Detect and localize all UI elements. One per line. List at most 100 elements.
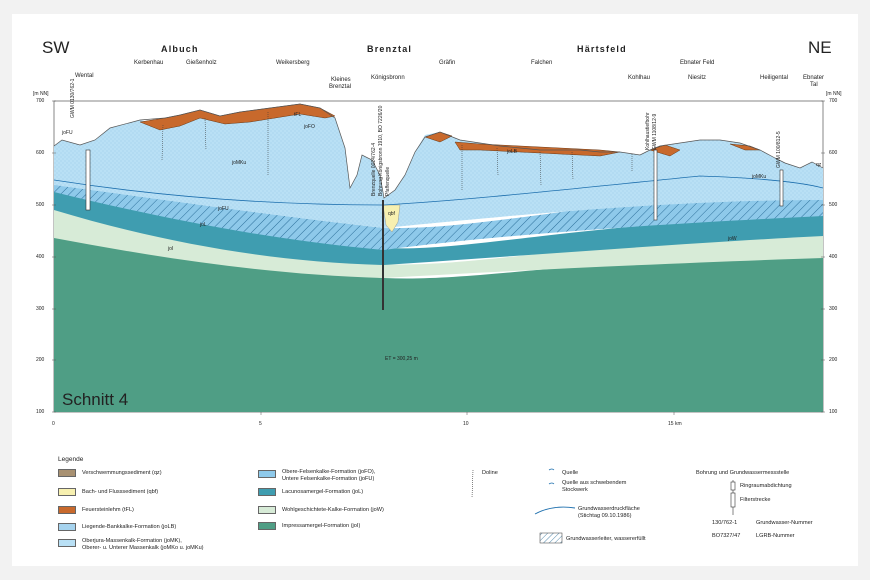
direction-ne: NE xyxy=(808,38,832,57)
layer-jol xyxy=(54,190,823,265)
y-tick-right-100: 100 xyxy=(829,409,838,415)
legend-gw-surface-symbol xyxy=(534,506,576,515)
y-tick-left-200: 200 xyxy=(36,357,45,363)
region-brenztal: Brenztal xyxy=(367,44,413,54)
legend-swatch-jofo xyxy=(258,470,276,478)
place-kerbenhau: Kerbenhau xyxy=(134,60,164,66)
legend-lgrb-label: LGRB-Nummer xyxy=(756,533,795,539)
legend-borehole-title: Bohrung und Grundwassermessstelle xyxy=(696,470,790,476)
well-depth-koenigsbronn: ET = 300,25 m xyxy=(385,356,418,362)
place-kleines-brenztal-1: Kleines xyxy=(331,77,351,83)
y-tick-left-600: 600 xyxy=(36,150,45,156)
legend-label-tfl: Feuersteinlehm (tFL) xyxy=(82,507,134,513)
y-unit-left: [m NN] xyxy=(33,91,49,97)
legend-swatch-joi xyxy=(258,522,276,530)
legend-swatch-qz xyxy=(58,469,76,477)
legend-gw-number-label: Grundwasser-Nummer xyxy=(756,520,813,526)
legend-borehole-symbol xyxy=(730,480,736,515)
doline-markers xyxy=(161,112,633,190)
place-wental: Wental xyxy=(75,73,94,79)
legend-title: Legende xyxy=(58,456,84,463)
place-ebnater-feld: Ebnater Feld xyxy=(680,60,715,66)
well-label-brenzquelle-3: Pfaffenquelle xyxy=(385,166,391,196)
legend-perched-spring-symbol xyxy=(548,482,555,485)
legend-label-jolb: Liegende-Bankkalke-Formation (joLB) xyxy=(82,524,177,530)
y-tick-left-300: 300 xyxy=(36,306,45,312)
y-tick-left-700: 700 xyxy=(36,98,45,104)
layer-tfl-haertsfeld xyxy=(424,131,761,157)
unit-label-jofo: joFO xyxy=(304,124,315,130)
unit-label-jol: joL xyxy=(200,222,207,228)
legend-label-jomk-2: Oberer- u. Unterer Massenkalk (joMKo u. … xyxy=(82,545,204,551)
place-ebnater-tal-2: Tal xyxy=(810,82,818,88)
legend-label-jow: Wohlgeschichtete-Kalke-Formation (joW) xyxy=(282,507,384,513)
y-tick-right-400: 400 xyxy=(829,254,838,260)
place-heiligental: Heiligental xyxy=(760,75,789,81)
legend-label-ring: Ringraumabdichtung xyxy=(740,483,792,489)
well-label-gwm3: GWM 100/812-5 xyxy=(776,131,782,168)
y-tick-left-500: 500 xyxy=(36,202,45,208)
legend-swatch-tfl xyxy=(58,506,76,514)
unit-label-jow: joW xyxy=(728,236,737,242)
region-haertsfeld: Härtsfeld xyxy=(577,44,627,54)
x-tick-0: 0 xyxy=(52,421,55,427)
borehole-gwm3 xyxy=(779,169,784,207)
legend-label-qz: Verschwemmungssediment (qz) xyxy=(82,470,162,476)
legend-label-jofo-2: Untere Felsenkalke-Formation (joFU) xyxy=(282,476,375,482)
y-tick-right-200: 200 xyxy=(829,357,838,363)
y-unit-right: [m NN] xyxy=(826,91,842,97)
legend-swatch-jol xyxy=(258,488,276,496)
y-tick-right-300: 300 xyxy=(829,306,838,312)
place-ebnater-tal-1: Ebnater xyxy=(803,75,825,81)
well-label-gwm1: GWM 0130/762-1 xyxy=(70,78,76,118)
legend-label-jol: Lacunosamergel-Formation (joL) xyxy=(282,489,364,495)
well-label-brenzquelle-2: Bohrung Königsbronn 1910, BO 7226/20 xyxy=(378,105,384,196)
region-albuch: Albuch xyxy=(161,44,199,54)
legend-swatch-jomk xyxy=(58,539,76,547)
layer-jomku xyxy=(54,108,823,228)
legend-spring-symbol xyxy=(548,468,555,471)
place-weikersberg: Weikersberg xyxy=(276,60,310,66)
legend-aquifer-symbol xyxy=(539,532,563,544)
well-label-brenzquelle-1: Brenzquelle 0024/762-4 xyxy=(371,142,377,196)
unit-label-jomku: joMKu xyxy=(232,160,247,166)
y-tick-right-500: 500 xyxy=(829,202,838,208)
legend-gw-number-example: 130/762-1 xyxy=(712,520,738,526)
legend-label-jomk-1: Oberjura-Massenkalk-Formation (joMK), xyxy=(82,538,182,544)
legend-swatch-jow xyxy=(258,506,276,514)
well-label-kohlhau-1: Kohlhaustiefbohr xyxy=(645,112,651,150)
legend-label-quelle-schwebend-2: Stockwerk xyxy=(562,487,588,493)
legend-label-druckflaeche-2: (Stichtag 09.10.1986) xyxy=(578,513,632,519)
y-tick-left-400: 400 xyxy=(36,254,45,260)
direction-sw: SW xyxy=(42,38,70,57)
unit-label-jofu-band: joFU xyxy=(218,206,229,212)
unit-label-qbf: qbf xyxy=(388,211,395,217)
unit-label-jolb: joLB xyxy=(507,149,518,155)
unit-label-jomk-east: joMKu xyxy=(752,174,767,180)
layer-jofu-aquifer xyxy=(54,183,823,250)
y-tick-marks xyxy=(52,100,825,415)
place-falchen: Falchen xyxy=(531,60,553,66)
section-title: Schnitt 4 xyxy=(62,390,129,409)
place-giessenholz: Gießenholz xyxy=(186,60,217,66)
place-graefin: Gräfin xyxy=(439,60,456,66)
legend-label-druckflaeche-1: Grundwasserdruckfläche xyxy=(578,506,640,512)
place-kohlhau: Kohlhau xyxy=(628,75,651,81)
layer-jow xyxy=(54,205,823,278)
legend-label-jofo-1: Obere-Felsenkalke-Formation (joFO), xyxy=(282,469,376,475)
legend-doline-symbol xyxy=(471,469,474,499)
unit-label-tfl: tFL xyxy=(294,112,302,118)
well-label-kohlhau-2: GWM 1108/12-9 xyxy=(652,113,658,150)
y-tick-right-700: 700 xyxy=(829,98,838,104)
borehole-gwm1 xyxy=(85,149,91,211)
legend-label-joi: Impressamergel-Formation (joI) xyxy=(282,523,361,529)
y-tick-left-100: 100 xyxy=(36,409,45,415)
groundwater-pressure-surface xyxy=(53,175,824,206)
unit-label-qz: qz xyxy=(816,162,822,168)
terrain-surface xyxy=(53,103,824,199)
y-tick-right-600: 600 xyxy=(829,150,838,156)
legend-label-quelle: Quelle xyxy=(562,470,579,476)
legend-swatch-jolb xyxy=(58,523,76,531)
